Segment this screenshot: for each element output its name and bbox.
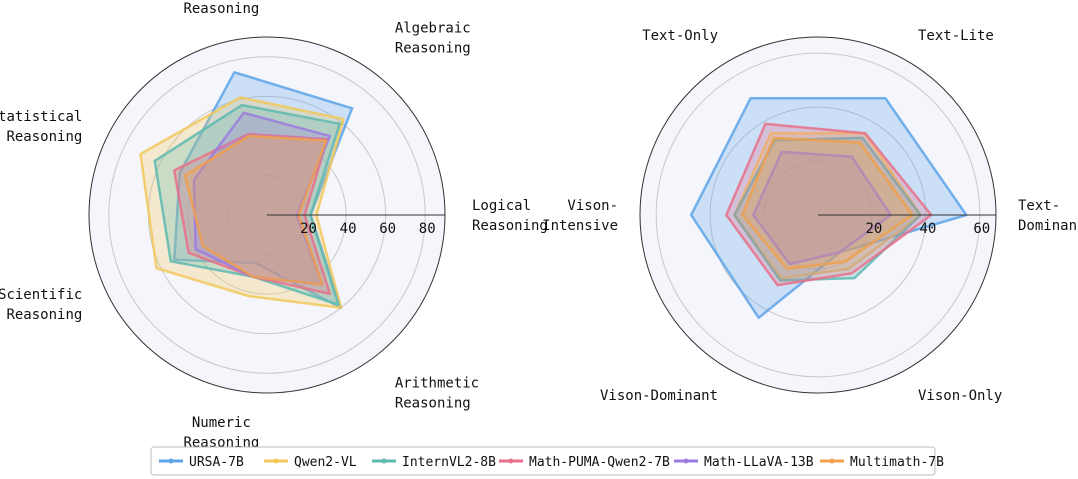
tick-label-60: 60: [379, 221, 396, 237]
series-internvl2-8b: [733, 136, 922, 282]
legend-marker: [168, 458, 174, 464]
category-label-scientific-reasoning: Scientific Reasoning: [0, 287, 82, 323]
legend-item-qwen2-vl: Qwen2-VL: [264, 455, 357, 470]
legend-label: Qwen2-VL: [294, 455, 357, 470]
series-multimath-7b: [741, 136, 914, 270]
series-math-puma-qwen2-7b: [173, 132, 332, 296]
category-label-vison-intensive: Vison-Intensive: [542, 198, 618, 234]
legend-label: Math-PUMA-Qwen2-7B: [529, 455, 670, 470]
legend-item-math-llava-13b: Math-LLaVA-13B: [674, 455, 814, 470]
series-multimath-7b: [183, 134, 328, 286]
tick-label-80: 80: [419, 221, 436, 237]
category-label-text-lite: Text-Lite: [918, 28, 994, 44]
category-label-logical-reasoning: Logical Reasoning: [472, 198, 548, 234]
category-label-vison-only: Vison-Only: [918, 388, 1002, 404]
legend-marker: [508, 458, 514, 464]
legend-label: Math-LLaVA-13B: [704, 455, 814, 470]
legend: URSA-7B Qwen2-VL InternVL2-8B Math-PUMA-Qwe…: [150, 446, 944, 476]
series-math-llava-13b: [752, 150, 893, 266]
legend-frame: [150, 446, 936, 476]
legend-marker: [683, 458, 689, 464]
legend-item-multimath-7b: Multimath-7B: [820, 455, 944, 470]
tick-label-60: 60: [973, 221, 990, 237]
series-internvl2-8b: [153, 103, 342, 306]
legend-item-math-puma-qwen2-7b: Math-PUMA-Qwen2-7B: [499, 455, 670, 470]
legend-label: Multimath-7B: [850, 455, 944, 470]
legend-marker: [829, 458, 835, 464]
legend-label: InternVL2-8B: [402, 455, 496, 470]
category-label-text-dominant: Text-Dominant: [1018, 198, 1078, 234]
legend-marker: [273, 458, 279, 464]
category-label-algebraic-reasoning: Algebraic Reasoning: [395, 21, 471, 57]
category-label-geometry-reasoning: GeometryReasoning: [183, 0, 259, 17]
tick-label-40: 40: [919, 221, 936, 237]
tick-label-40: 40: [340, 221, 357, 237]
category-label-arithmetic-reasoning: Arithmetic Reasoning: [395, 375, 479, 411]
tick-label-20: 20: [866, 221, 883, 237]
legend-marker: [381, 458, 387, 464]
legend-item-ursa-7b: URSA-7B: [159, 455, 244, 470]
radar-chart-math-skills: 20 40 60 80 Logical Reasoning Algebraic Reasoni…: [0, 0, 548, 451]
series-math-puma-qwen2-7b: [725, 122, 933, 287]
legend-item-internvl2-8b: InternVL2-8B: [372, 455, 496, 470]
category-label-text-only: Text-Only: [642, 28, 718, 44]
category-label-vison-dominant: Vison-Dominant: [600, 388, 718, 404]
series-qwen2-vl: [139, 96, 345, 310]
radar-chart-modality: 20 40 60 Text-Dominant Text-Lite Text-Only Vis…: [542, 28, 1078, 404]
category-label-numeric-reasoning: Numeric Reasoning: [183, 415, 259, 451]
tick-label-20: 20: [300, 221, 317, 237]
legend-label: URSA-7B: [189, 455, 244, 470]
category-label-statistical-reasoning: StatisticalReasoning: [0, 109, 82, 145]
